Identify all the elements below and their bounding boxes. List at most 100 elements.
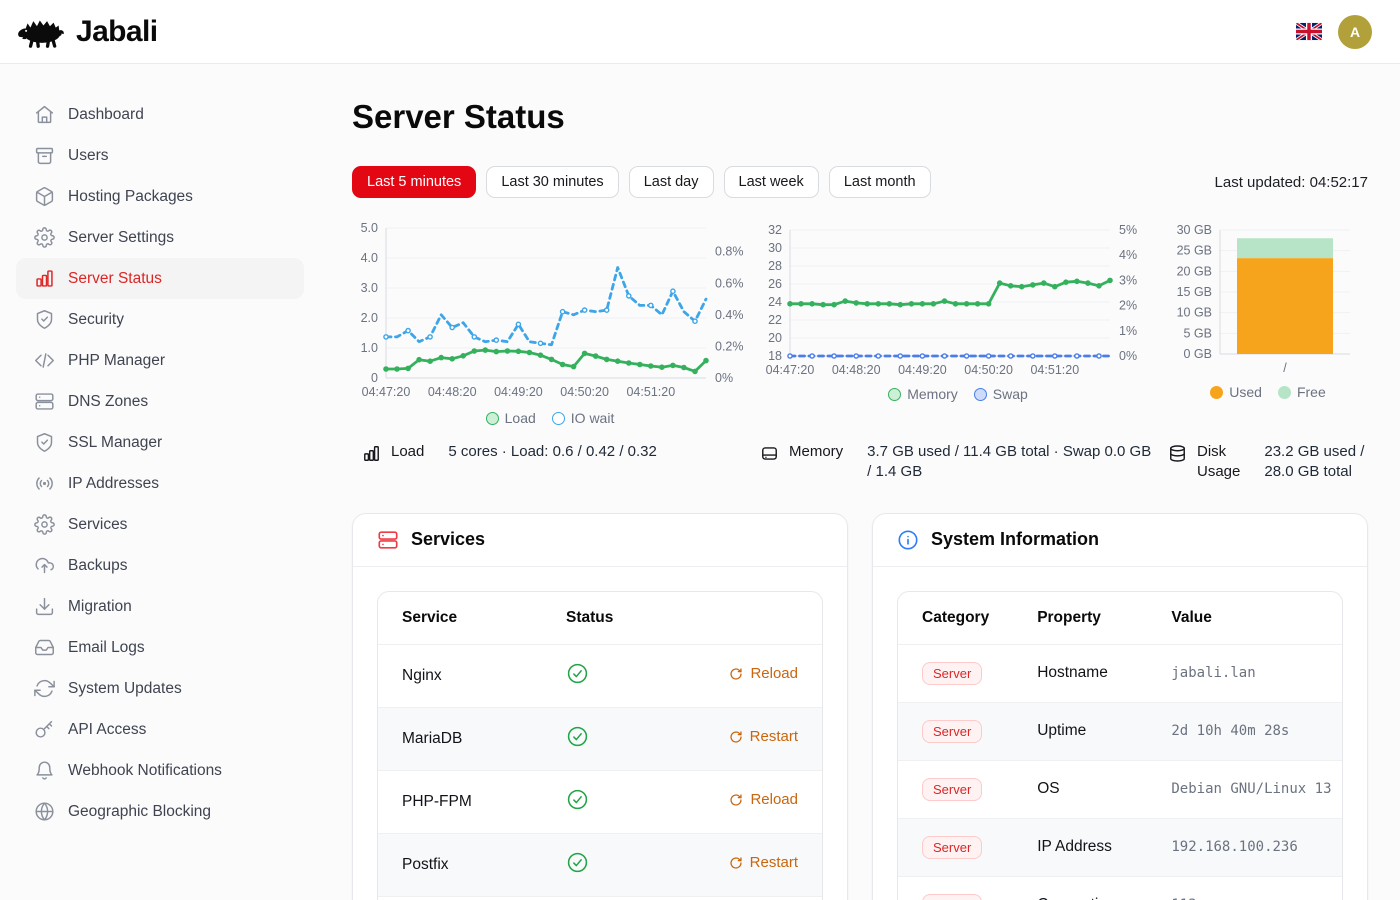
svg-text:5 GB: 5 GB (1184, 326, 1213, 340)
sidebar-item-webhook-notifications[interactable]: Webhook Notifications (16, 750, 304, 791)
svg-text:1%: 1% (1119, 324, 1137, 338)
stat-label: Disk Usage (1197, 442, 1240, 483)
brand-link[interactable]: Jabali (16, 13, 157, 51)
time-range-last-month[interactable]: Last month (829, 166, 931, 198)
info-icon (897, 529, 919, 551)
sidebar-item-label: Email Logs (68, 639, 145, 657)
category-badge: Server (922, 720, 982, 743)
disk-bar-used (1237, 258, 1333, 354)
svg-text:0 GB: 0 GB (1184, 347, 1213, 361)
sidebar: Dashboard UsersHosting PackagesServer Set… (0, 64, 320, 900)
system-info-card: System Information Category Property Val… (872, 513, 1368, 900)
stat-value: 23.2 GB used / 28.0 GB total (1264, 442, 1368, 483)
service-name: Postfix (378, 833, 542, 896)
sidebar-item-label: Services (68, 516, 127, 534)
sidebar-item-email-logs[interactable]: Email Logs (16, 627, 304, 668)
refresh-icon (729, 730, 743, 744)
sidebar-item-hosting-packages[interactable]: Hosting Packages (16, 176, 304, 217)
svg-text:2.0: 2.0 (361, 311, 378, 325)
stat-label: Load (391, 442, 424, 462)
system-info-card-header: System Information (873, 514, 1367, 567)
svg-text:04:50:20: 04:50:20 (964, 363, 1013, 377)
property-value: Debian GNU/Linux 13 (trixie) (1171, 781, 1343, 797)
sidebar-item-ip-addresses[interactable]: IP Addresses (16, 463, 304, 504)
services-col-action (692, 592, 822, 645)
stat-disk-usage: Disk Usage 23.2 GB used / 28.0 GB total (1168, 442, 1368, 483)
property-value: 192.168.100.236 (1171, 839, 1297, 855)
svg-text:0.4%: 0.4% (715, 308, 744, 322)
svg-text:30: 30 (768, 241, 782, 255)
property-name: OS (1013, 760, 1147, 818)
sidebar-item-server-status[interactable]: Server Status (16, 258, 304, 299)
sidebar-item-label: Dashboard (68, 106, 144, 124)
system-info-table: Category Property Value ServerHostnameja… (898, 592, 1343, 900)
system-row-ip-address: ServerIP Address192.168.100.236 (898, 818, 1343, 876)
service-row-nginx: NginxReload (378, 644, 822, 707)
system-info-card-title: System Information (931, 529, 1099, 550)
svg-text:04:51:20: 04:51:20 (626, 385, 675, 399)
service-action-reload-button[interactable]: Reload (729, 791, 798, 808)
uk-flag-icon[interactable] (1296, 22, 1322, 41)
sidebar-item-server-settings[interactable]: Server Settings (16, 217, 304, 258)
home-icon (34, 104, 55, 125)
memory-legend: MemorySwap (760, 386, 1156, 402)
memory-chart-svg: 32302826242220185%4%3%2%1%0%04:47:2004:4… (760, 216, 1156, 382)
sidebar-item-label: Migration (68, 598, 132, 616)
cards-row: Services Service Status N (352, 513, 1368, 900)
svg-text:2%: 2% (1119, 299, 1137, 313)
property-name: Uptime (1013, 702, 1147, 760)
time-range-last-30-minutes[interactable]: Last 30 minutes (486, 166, 618, 198)
sidebar-item-label: IP Addresses (68, 475, 159, 493)
svg-text:22: 22 (768, 313, 782, 327)
brand-name: Jabali (76, 15, 157, 49)
svg-text:3.0: 3.0 (361, 281, 378, 295)
navbar: Jabali A (0, 0, 1400, 64)
time-range-last-day[interactable]: Last day (629, 166, 714, 198)
sidebar-item-services[interactable]: Services (16, 504, 304, 545)
svg-text:5.0: 5.0 (361, 221, 378, 235)
svg-text:26: 26 (768, 277, 782, 291)
sidebar-item-security[interactable]: Security (16, 299, 304, 340)
sidebar-item-label: Server Status (68, 270, 162, 288)
service-row-postfix: Postfix Restart (378, 833, 822, 896)
refresh-icon (729, 856, 743, 870)
sidebar-item-migration[interactable]: Migration (16, 586, 304, 627)
svg-text:04:49:20: 04:49:20 (494, 385, 543, 399)
bell-icon (34, 760, 55, 781)
code-icon (34, 350, 55, 371)
sidebar-item-ssl-manager[interactable]: SSL Manager (16, 422, 304, 463)
avatar[interactable]: A (1338, 15, 1372, 49)
sidebar-item-system-updates[interactable]: System Updates (16, 668, 304, 709)
disk-bar-free (1237, 238, 1333, 258)
sidebar-item-api-access[interactable]: API Access (16, 709, 304, 750)
time-range-toolbar: Last 5 minutes Last 30 minutes Last day Las… (352, 166, 1368, 198)
sidebar-item-dashboard[interactable]: Dashboard (16, 94, 304, 135)
sidebar-item-users[interactable]: Users (16, 135, 304, 176)
sidebar-item-php-manager[interactable]: PHP Manager (16, 340, 304, 381)
sidebar-item-geographic-blocking[interactable]: Geographic Blocking (16, 791, 304, 832)
svg-text:15 GB: 15 GB (1177, 285, 1212, 299)
boar-logo-icon (16, 13, 68, 51)
service-action-reload-button[interactable]: Reload (729, 665, 798, 682)
settings-icon (34, 514, 55, 535)
property-name: Hostname (1013, 644, 1147, 702)
time-range-last-5-minutes[interactable]: Last 5 minutes (352, 166, 476, 198)
shield-check-icon (34, 309, 55, 330)
sidebar-item-label: Geographic Blocking (68, 803, 211, 821)
svg-text:04:50:20: 04:50:20 (560, 385, 609, 399)
sidebar-item-label: Backups (68, 557, 127, 575)
stat-memory: Memory3.7 GB used / 11.4 GB total · Swap… (760, 442, 1156, 483)
services-card: Services Service Status N (352, 513, 848, 900)
service-action-restart-button[interactable]: Restart (729, 728, 798, 745)
category-badge: Server (922, 662, 982, 685)
services-table: Service Status NginxReloadMariaDBRestart… (378, 592, 822, 900)
time-range-last-week[interactable]: Last week (724, 166, 819, 198)
service-name: PHP-FPM (378, 770, 542, 833)
svg-text:04:48:20: 04:48:20 (428, 385, 477, 399)
service-row-mariadb: MariaDBRestart (378, 707, 822, 770)
sidebar-item-dns-zones[interactable]: DNS Zones (16, 381, 304, 422)
svg-text:04:48:20: 04:48:20 (832, 363, 881, 377)
service-action-restart-button[interactable]: Restart (729, 854, 798, 871)
sidebar-item-backups[interactable]: Backups (16, 545, 304, 586)
sidebar-item-label: PHP Manager (68, 352, 165, 370)
